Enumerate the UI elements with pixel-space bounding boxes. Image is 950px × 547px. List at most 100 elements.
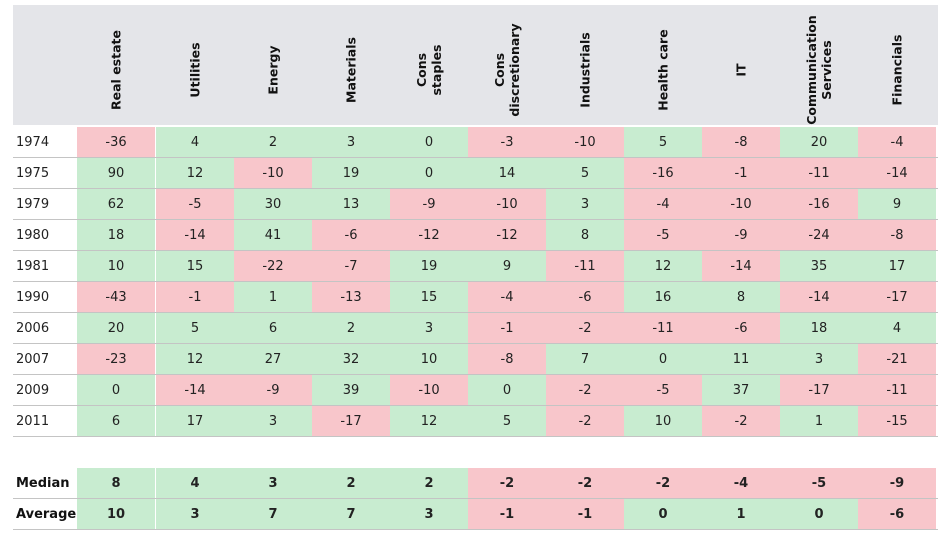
- table-cell: -14: [156, 375, 234, 406]
- table-cell: -7: [312, 251, 390, 282]
- column-header: IT: [702, 5, 780, 125]
- table-cell: -10: [390, 375, 468, 406]
- table-cell: -23: [77, 344, 155, 375]
- row-divider: [13, 312, 938, 313]
- summary-cell: 7: [312, 499, 390, 530]
- table-cell: 7: [546, 344, 624, 375]
- table-cell: 3: [390, 313, 468, 344]
- summary-cell: 8: [77, 468, 155, 499]
- table-cell: 3: [780, 344, 858, 375]
- table-cell: -21: [858, 344, 936, 375]
- column-header-label: IT: [733, 63, 749, 77]
- table-cell: 37: [702, 375, 780, 406]
- summary-cell: 4: [156, 468, 234, 499]
- table-cell: 9: [858, 189, 936, 220]
- table-cell: 9: [468, 251, 546, 282]
- column-header-label: Financials: [889, 34, 905, 106]
- row-year-label: 1990: [16, 290, 50, 305]
- table-cell: -17: [858, 282, 936, 313]
- table-cell: 0: [624, 344, 702, 375]
- table-cell: -2: [546, 313, 624, 344]
- table-cell: -12: [468, 220, 546, 251]
- summary-cell: -9: [858, 468, 936, 499]
- table-cell: 10: [624, 406, 702, 437]
- table-cell: -17: [312, 406, 390, 437]
- table-cell: 0: [390, 158, 468, 189]
- table-cell: 35: [780, 251, 858, 282]
- table-cell: 12: [156, 344, 234, 375]
- table-cell: -3: [468, 127, 546, 158]
- table-cell: -10: [546, 127, 624, 158]
- table-cell: 8: [702, 282, 780, 313]
- table-cell: -4: [468, 282, 546, 313]
- table-cell: -10: [702, 189, 780, 220]
- table-cell: 14: [468, 158, 546, 189]
- table-cell: 32: [312, 344, 390, 375]
- table-cell: -8: [468, 344, 546, 375]
- table-cell: -2: [546, 375, 624, 406]
- column-header-label: Utilities: [187, 42, 203, 98]
- table-cell: 18: [780, 313, 858, 344]
- summary-cell: 3: [234, 468, 312, 499]
- row-divider: [13, 374, 938, 375]
- column-header-label: Real estate: [108, 30, 124, 110]
- table-cell: 5: [624, 127, 702, 158]
- row-year-label: 2006: [16, 321, 50, 336]
- table-cell: -9: [390, 189, 468, 220]
- row-divider: [13, 250, 938, 251]
- table-cell: 3: [234, 406, 312, 437]
- table-cell: -17: [780, 375, 858, 406]
- row-divider: [13, 157, 938, 158]
- row-year-label: 1981: [16, 259, 50, 274]
- table-cell: 20: [780, 127, 858, 158]
- table-cell: -14: [702, 251, 780, 282]
- table-cell: 12: [390, 406, 468, 437]
- table-cell: 8: [546, 220, 624, 251]
- summary-cell: -2: [468, 468, 546, 499]
- table-cell: -1: [156, 282, 234, 313]
- table-cell: -11: [546, 251, 624, 282]
- table-cell: -14: [780, 282, 858, 313]
- summary-cell: -5: [780, 468, 858, 499]
- column-header-label: Materials: [343, 37, 359, 103]
- summary-cell: 3: [156, 499, 234, 530]
- table-cell: 41: [234, 220, 312, 251]
- table-cell: 5: [468, 406, 546, 437]
- table-cell: -43: [77, 282, 155, 313]
- column-header: Energy: [234, 5, 312, 125]
- column-header: Financials: [858, 5, 936, 125]
- column-header: Materials: [312, 5, 390, 125]
- row-divider: [13, 219, 938, 220]
- table-cell: -6: [312, 220, 390, 251]
- table-cell: 17: [858, 251, 936, 282]
- table-cell: 15: [156, 251, 234, 282]
- row-divider: [13, 498, 938, 499]
- column-header: Communication Services: [780, 5, 858, 125]
- table-cell: 10: [77, 251, 155, 282]
- column-header-label: Energy: [265, 45, 281, 95]
- table-cell: -6: [546, 282, 624, 313]
- summary-cell: 0: [624, 499, 702, 530]
- table-cell: 5: [156, 313, 234, 344]
- table-cell: 2: [234, 127, 312, 158]
- table-cell: 1: [780, 406, 858, 437]
- table-cell: -9: [234, 375, 312, 406]
- table-cell: 0: [468, 375, 546, 406]
- column-header: Industrials: [546, 5, 624, 125]
- summary-cell: -6: [858, 499, 936, 530]
- summary-cell: -1: [546, 499, 624, 530]
- table-cell: -24: [780, 220, 858, 251]
- row-year-label: 2007: [16, 352, 50, 367]
- table-cell: 10: [390, 344, 468, 375]
- column-header-label: Communication Services: [804, 15, 834, 125]
- column-header-label: Cons discretionary: [492, 23, 522, 117]
- table-cell: -5: [624, 375, 702, 406]
- table-cell: -10: [468, 189, 546, 220]
- table-cell: 5: [546, 158, 624, 189]
- table-cell: 12: [624, 251, 702, 282]
- table-cell: 0: [390, 127, 468, 158]
- header-background: [13, 5, 938, 125]
- table-cell: 30: [234, 189, 312, 220]
- table-cell: -10: [234, 158, 312, 189]
